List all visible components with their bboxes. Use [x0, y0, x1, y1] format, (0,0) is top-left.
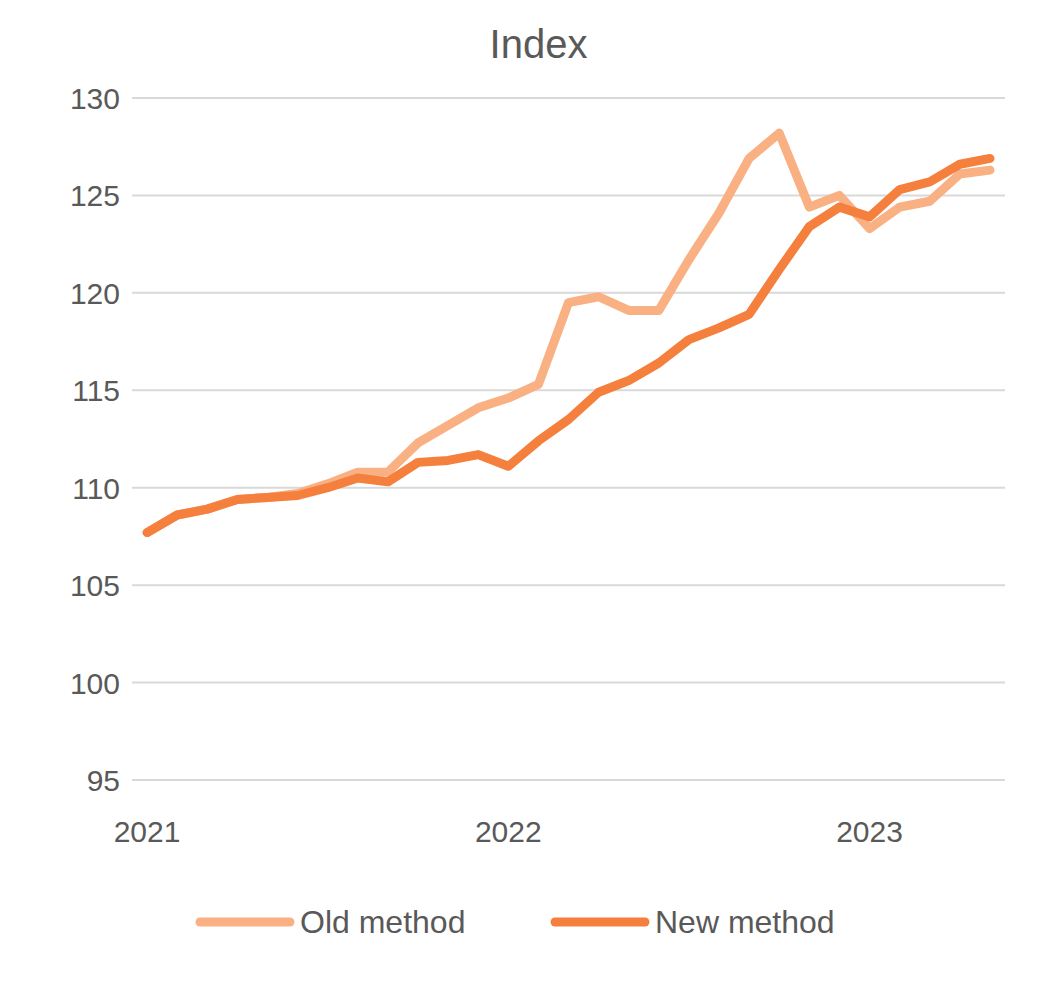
- y-tick-label: 125: [70, 179, 120, 212]
- plot-area: [147, 133, 990, 532]
- grid-line: [132, 389, 1005, 391]
- chart: Index 95 100 105 110 115 120 125 130 2021 2022 2023…: [0, 0, 1059, 990]
- legend-swatch: [555, 918, 645, 927]
- series-line: [147, 133, 990, 532]
- y-tick-label: 120: [70, 277, 120, 310]
- grid-line: [132, 584, 1005, 586]
- title: Index: [490, 22, 588, 66]
- grid-line: [132, 682, 1005, 684]
- y-tick-label: 105: [70, 569, 120, 602]
- grid-line: [132, 779, 1005, 781]
- grid-line: [132, 97, 1005, 99]
- x-tick-label: 2021: [114, 815, 181, 848]
- y-tick-label: 100: [70, 667, 120, 700]
- y-tick-label: 110: [72, 472, 120, 505]
- x-axis: [132, 779, 1005, 781]
- legend-label: New method: [655, 904, 835, 940]
- x-tick-label: 2022: [475, 815, 542, 848]
- grid-line: [132, 194, 1005, 196]
- x-tick-label: 2023: [836, 815, 903, 848]
- grid-line: [132, 292, 1005, 294]
- series-line: [147, 158, 990, 532]
- y-tick-label: 95: [87, 764, 120, 797]
- legend-swatch: [200, 918, 290, 927]
- y-tick-label: 115: [72, 374, 120, 407]
- y-tick-label: 130: [70, 82, 120, 115]
- legend-label: Old method: [300, 904, 465, 940]
- grid-line: [132, 487, 1005, 489]
